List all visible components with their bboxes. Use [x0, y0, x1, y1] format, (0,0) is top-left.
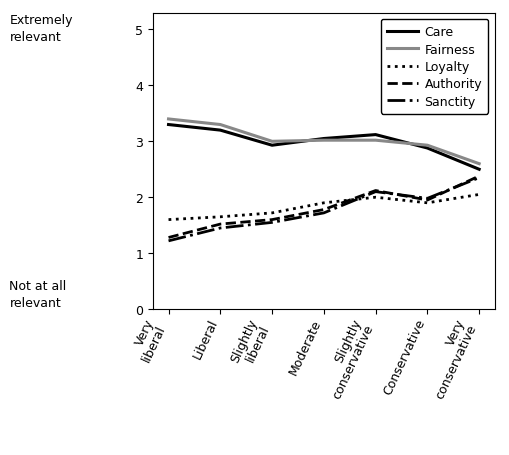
Care [268, 143, 274, 149]
Line: Fairness: Fairness [168, 120, 478, 164]
Sanctity [423, 196, 430, 202]
Authority [165, 235, 171, 241]
Sanctity [165, 238, 171, 244]
Fairness [475, 162, 482, 167]
Line: Sanctity: Sanctity [168, 178, 478, 241]
Sanctity [372, 189, 378, 195]
Fairness [217, 122, 223, 128]
Fairness [372, 138, 378, 144]
Sanctity [268, 220, 274, 226]
Authority [268, 217, 274, 223]
Loyalty [423, 201, 430, 206]
Authority [475, 174, 482, 179]
Text: Not at all
relevant: Not at all relevant [10, 279, 67, 309]
Text: Extremely
relevant: Extremely relevant [10, 14, 73, 44]
Loyalty [320, 201, 326, 206]
Line: Authority: Authority [168, 177, 478, 238]
Loyalty [165, 217, 171, 223]
Authority [320, 207, 326, 213]
Sanctity [475, 176, 482, 181]
Fairness [268, 139, 274, 145]
Loyalty [372, 195, 378, 201]
Care [475, 167, 482, 172]
Sanctity [320, 211, 326, 216]
Loyalty [217, 215, 223, 220]
Care [217, 128, 223, 134]
Authority [372, 188, 378, 194]
Sanctity [217, 226, 223, 231]
Line: Loyalty: Loyalty [168, 195, 478, 220]
Care [423, 146, 430, 152]
Authority [423, 198, 430, 203]
Fairness [165, 117, 171, 122]
Fairness [423, 143, 430, 149]
Line: Care: Care [168, 125, 478, 170]
Care [320, 136, 326, 142]
Loyalty [268, 211, 274, 216]
Loyalty [475, 192, 482, 198]
Care [372, 132, 378, 138]
Fairness [320, 138, 326, 144]
Legend: Care, Fairness, Loyalty, Authority, Sanctity: Care, Fairness, Loyalty, Authority, Sanc… [380, 20, 488, 115]
Authority [217, 222, 223, 228]
Care [165, 122, 171, 128]
